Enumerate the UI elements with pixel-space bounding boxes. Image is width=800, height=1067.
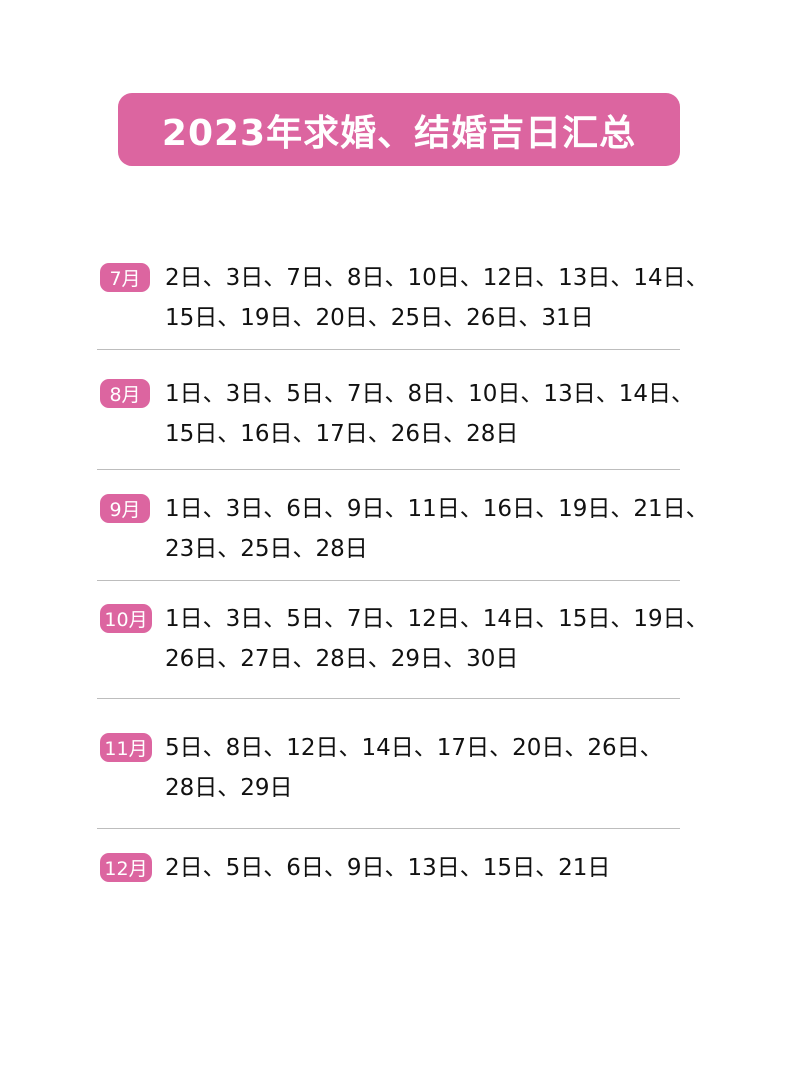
month-badge: 11月 — [100, 733, 152, 762]
divider — [97, 469, 680, 470]
divider — [97, 828, 680, 829]
date-list-line: 15日、16日、17日、26日、28日 — [165, 421, 519, 447]
date-list-line: 1日、3日、6日、9日、11日、16日、19日、21日、 — [165, 496, 709, 522]
page-title: 2023年求婚、结婚吉日汇总 — [118, 93, 680, 166]
date-list-line: 2日、5日、6日、9日、13日、15日、21日 — [165, 855, 611, 881]
date-list-line: 1日、3日、5日、7日、8日、10日、13日、14日、 — [165, 381, 694, 407]
date-list-line: 26日、27日、28日、29日、30日 — [165, 646, 519, 672]
divider — [97, 349, 680, 350]
date-list-line: 2日、3日、7日、8日、10日、12日、13日、14日、 — [165, 265, 709, 291]
date-list-line: 28日、29日 — [165, 775, 293, 801]
date-list-line: 15日、19日、20日、25日、26日、31日 — [165, 305, 594, 331]
date-list-line: 5日、8日、12日、14日、17日、20日、26日、 — [165, 735, 663, 761]
divider — [97, 580, 680, 581]
month-badge: 8月 — [100, 379, 150, 408]
date-list-line: 1日、3日、5日、7日、12日、14日、15日、19日、 — [165, 606, 709, 632]
divider — [97, 698, 680, 699]
month-badge: 10月 — [100, 604, 152, 633]
month-badge: 7月 — [100, 263, 150, 292]
date-list-line: 23日、25日、28日 — [165, 536, 368, 562]
month-badge: 12月 — [100, 853, 152, 882]
month-badge: 9月 — [100, 494, 150, 523]
